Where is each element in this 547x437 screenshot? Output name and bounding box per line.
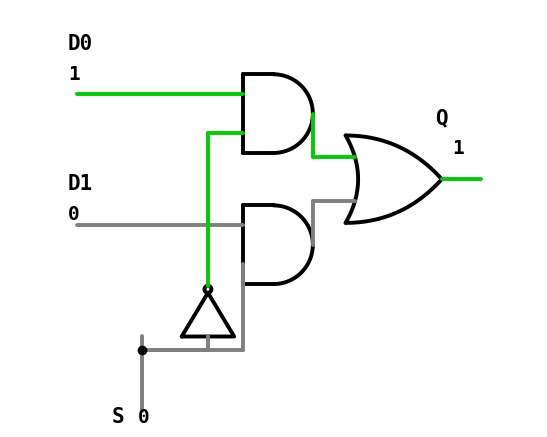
Text: Q: Q bbox=[435, 108, 448, 128]
Text: D1: D1 bbox=[68, 173, 94, 194]
Text: 1: 1 bbox=[68, 65, 80, 84]
Text: S: S bbox=[112, 407, 124, 427]
Text: 0: 0 bbox=[68, 205, 80, 224]
Text: 1: 1 bbox=[453, 139, 464, 158]
Text: 0: 0 bbox=[138, 408, 150, 427]
Text: D0: D0 bbox=[68, 34, 94, 54]
